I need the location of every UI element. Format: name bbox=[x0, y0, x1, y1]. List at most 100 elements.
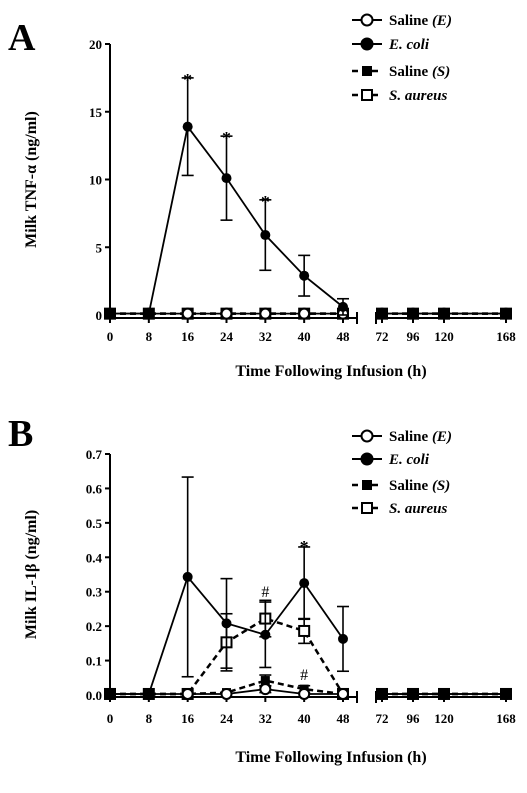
legend-marker-filled-square bbox=[362, 66, 372, 76]
panel-b: B 0.0 0.1 0.2 0.3 0.4 0.5 0.6 0.7 Milk IL-1β (ng… bbox=[8, 413, 516, 766]
plot-b: 0.0 0.1 0.2 0.3 0.4 0.5 0.6 0.7 Milk IL-1β (ng/m… bbox=[23, 447, 516, 766]
y-tick-label: 10 bbox=[89, 173, 102, 188]
plot-a: 0 5 10 15 20 Milk TNF-α (ng/ml) 0 8 16 24 32 40 48 72… bbox=[23, 37, 516, 380]
y-tick-label: 0.2 bbox=[86, 619, 102, 634]
legend-label-a-0: Saline (E) bbox=[389, 13, 452, 29]
legend-label-b-0: Saline (E) bbox=[389, 429, 452, 445]
legend-label-a-3: S. aureus bbox=[389, 88, 448, 104]
data-point-filled-circle bbox=[377, 688, 387, 699]
legend-b: Saline (E) E. coli Saline (S) S. aureus bbox=[352, 429, 452, 517]
data-point-filled-circle bbox=[143, 688, 154, 699]
x-tick-label: 24 bbox=[220, 329, 234, 344]
x-tick-label: 32 bbox=[259, 711, 272, 726]
data-point-filled-circle bbox=[182, 571, 193, 582]
data-point-filled-circle bbox=[260, 230, 271, 241]
legend-marker-filled-circle bbox=[360, 37, 374, 51]
x-tick-label: 96 bbox=[407, 711, 421, 726]
data-point-filled-circle bbox=[182, 121, 193, 132]
x-tick-label: 168 bbox=[496, 711, 516, 726]
x-tick-label: 120 bbox=[434, 329, 454, 344]
data-point-filled-circle bbox=[439, 308, 449, 319]
legend-item-b-0: Saline (E) bbox=[352, 429, 452, 445]
data-point-open-circle bbox=[337, 687, 349, 700]
x-axis-label: Time Following Infusion (h) bbox=[235, 363, 426, 380]
data-point-filled-circle bbox=[501, 688, 511, 699]
data-point-filled-square bbox=[260, 676, 270, 686]
y-tick-label: 0.6 bbox=[86, 481, 103, 496]
data-point-filled-circle bbox=[338, 633, 348, 644]
x-tick-label: 120 bbox=[434, 711, 454, 726]
data-point-open-circle bbox=[181, 687, 194, 700]
legend-label-b-1: E. coli bbox=[388, 452, 430, 468]
panel-letter-a: A bbox=[8, 17, 36, 59]
legend-item-b-1: E. coli bbox=[352, 452, 430, 468]
x-tick-label: 72 bbox=[376, 711, 389, 726]
x-tick-label: 72 bbox=[376, 329, 389, 344]
legend-marker-open-circle bbox=[360, 13, 374, 27]
legend-marker-open-circle bbox=[360, 429, 374, 443]
y-tick-label: 5 bbox=[96, 240, 103, 255]
legend-a: Saline (E) E. coli Saline (S) S. aureus bbox=[352, 13, 452, 104]
legend-item-b-3: S. aureus bbox=[352, 501, 448, 517]
data-point-open-circle bbox=[220, 687, 233, 700]
significance-mark: * bbox=[300, 537, 309, 557]
x-axis-label: Time Following Infusion (h) bbox=[235, 749, 426, 766]
y-tick-label: 0.0 bbox=[86, 688, 102, 703]
data-point-filled-circle bbox=[260, 629, 271, 640]
legend-marker-filled-circle bbox=[360, 452, 374, 466]
data-point-filled-circle bbox=[408, 308, 418, 319]
x-tick-label: 8 bbox=[146, 329, 153, 344]
data-point-open-circle bbox=[259, 307, 272, 320]
data-point-filled-circle bbox=[377, 308, 387, 319]
x-tick-label: 40 bbox=[298, 329, 311, 344]
data-point-open-circle bbox=[220, 307, 233, 320]
x-tick-label: 0 bbox=[107, 329, 114, 344]
x-tick-label: 168 bbox=[496, 329, 516, 344]
significance-mark: * bbox=[222, 128, 231, 148]
panel-a: A 0 5 10 15 20 Milk TNF-α (ng/ml) 0 8 16 24 32 40 48… bbox=[8, 13, 516, 380]
y-tick-label: 0.1 bbox=[86, 654, 102, 669]
y-tick-label: 0.5 bbox=[86, 516, 103, 531]
x-tick-label: 48 bbox=[337, 711, 351, 726]
data-point-filled-circle bbox=[439, 688, 449, 699]
data-point-filled-circle bbox=[221, 618, 232, 629]
y-tick-label: 0.4 bbox=[86, 550, 103, 565]
data-point-filled-circle bbox=[105, 308, 115, 319]
significance-mark: * bbox=[183, 70, 192, 90]
legend-item-b-2: Saline (S) bbox=[352, 478, 450, 494]
x-tick-label: 40 bbox=[298, 711, 311, 726]
data-point-filled-circle bbox=[299, 578, 310, 589]
data-point-open-circle bbox=[259, 683, 272, 696]
legend-item-a-2: Saline (S) bbox=[352, 64, 450, 80]
data-point-open-square bbox=[298, 624, 311, 637]
data-point-filled-circle bbox=[299, 270, 310, 281]
x-tick-label: 16 bbox=[181, 329, 195, 344]
data-point-open-circle bbox=[181, 307, 194, 320]
y-tick-label: 20 bbox=[89, 37, 102, 52]
legend-marker-filled-square bbox=[362, 480, 372, 490]
y-tick-label: 0.3 bbox=[86, 585, 103, 600]
legend-label-b-2: Saline (S) bbox=[389, 478, 450, 494]
significance-mark: # bbox=[261, 584, 269, 601]
y-tick-label: 0.7 bbox=[86, 447, 103, 462]
data-point-filled-circle bbox=[501, 308, 511, 319]
x-tick-label: 48 bbox=[337, 329, 351, 344]
legend-item-a-0: Saline (E) bbox=[352, 13, 452, 29]
data-point-filled-circle bbox=[221, 173, 232, 184]
y-tick-label: 15 bbox=[89, 105, 103, 120]
legend-item-a-3: S. aureus bbox=[352, 88, 448, 104]
panel-letter-b: B bbox=[8, 413, 33, 455]
data-point-open-circle bbox=[298, 307, 311, 320]
x-tick-label: 96 bbox=[407, 329, 421, 344]
significance-mark: # bbox=[300, 667, 308, 684]
data-point-filled-circle bbox=[408, 688, 418, 699]
data-point-filled-circle bbox=[143, 308, 154, 319]
legend-label-a-2: Saline (S) bbox=[389, 64, 450, 80]
data-point-filled-circle bbox=[338, 301, 348, 312]
legend-marker-open-square bbox=[361, 502, 373, 514]
significance-mark: * bbox=[261, 192, 270, 212]
y-axis-label: Milk TNF-α (ng/ml) bbox=[23, 111, 40, 248]
x-tick-label: 0 bbox=[107, 711, 114, 726]
legend-label-a-1: E. coli bbox=[388, 37, 430, 53]
